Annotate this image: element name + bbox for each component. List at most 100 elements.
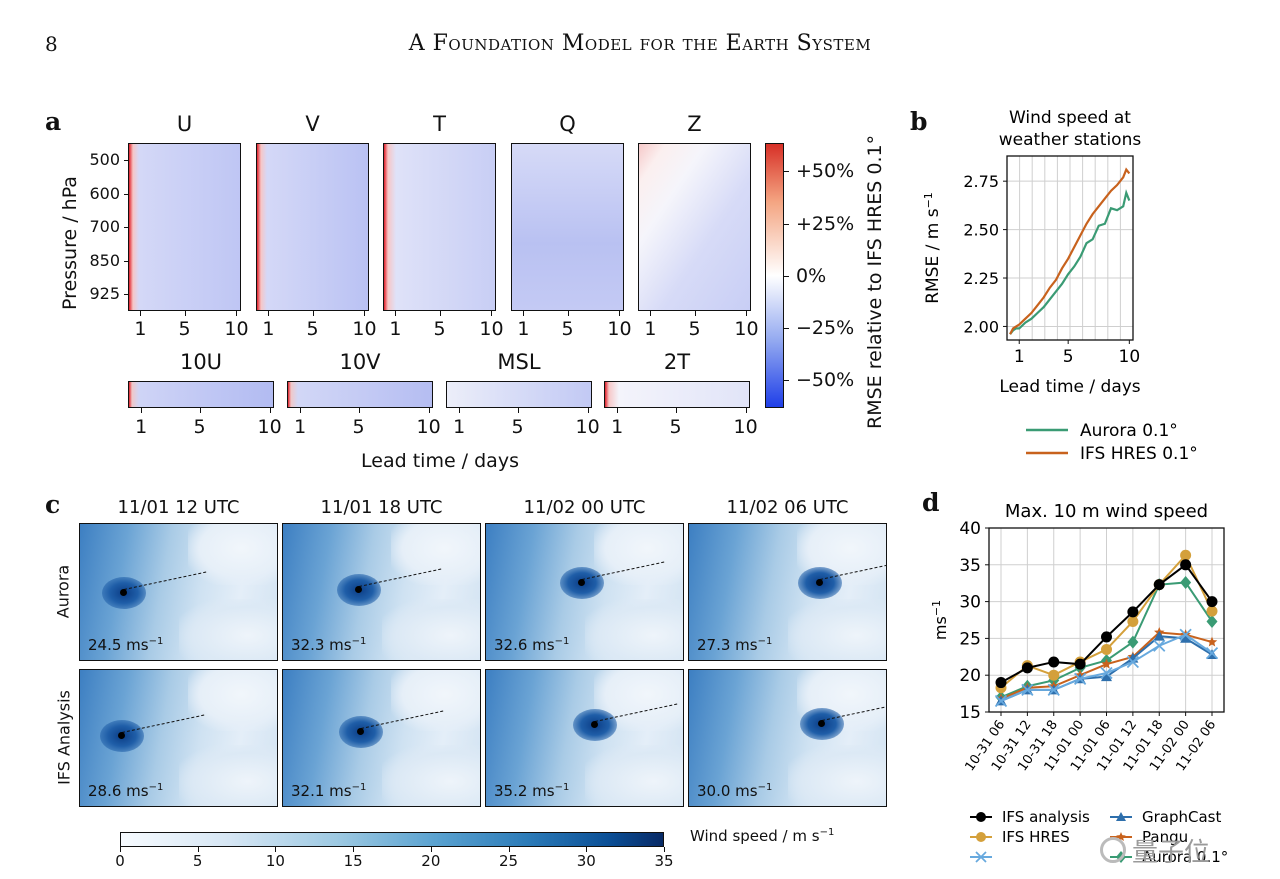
wind-speed-map: 30.0 ms−1: [688, 669, 887, 807]
panel-b-letter: b: [910, 107, 928, 136]
wind-speed-map: 27.3 ms−1: [688, 523, 887, 661]
colorbar-a-tick-mark: [784, 224, 789, 225]
lead-tick-label: 5: [511, 416, 524, 438]
lead-tick-mark: [439, 311, 441, 316]
wind-speed-colorbar-tick-mark: [197, 847, 199, 852]
lead-tick-label: 5: [193, 416, 206, 438]
storm-center-marker: [119, 589, 127, 596]
data-point: [1101, 643, 1112, 655]
lead-tick-mark: [312, 311, 314, 316]
pressure-tick-label: 700: [89, 217, 120, 236]
data-point: [1206, 636, 1218, 647]
lead-tick-mark: [268, 311, 270, 316]
ylabel-exp: −1: [922, 192, 935, 208]
data-point-stroke: [1047, 683, 1060, 697]
lead-tick-label: 10: [733, 416, 758, 438]
data-point: [1074, 658, 1086, 670]
pressure-tick-label: 850: [89, 251, 120, 270]
map-speed-value: 35.2 ms: [494, 782, 555, 800]
wind-speed-colorbar-tick-label: 20: [421, 852, 441, 870]
lead-tick-label: 1: [294, 416, 307, 438]
map-speed-label: 28.6 ms−1: [88, 782, 163, 800]
map-row-label: IFS Analysis: [54, 690, 74, 785]
lead-tick-mark: [141, 408, 143, 413]
x-tick-label: 10: [1119, 347, 1141, 367]
land-region: [381, 598, 480, 660]
lead-tick-label: 5: [352, 416, 365, 438]
y-tick-label: 20: [959, 666, 981, 686]
map-speed-label: 35.2 ms−1: [494, 782, 569, 800]
map-speed-value: 30.0 ms: [697, 782, 758, 800]
chart-b-title-line2: weather stations: [999, 130, 1142, 150]
pressure-axis-label: Pressure / hPa: [59, 176, 81, 310]
chart-b-title-line1: Wind speed at: [1009, 108, 1131, 128]
heatmap-10v: [287, 381, 433, 408]
lead-tick-label: 1: [644, 318, 657, 340]
data-point: [1047, 683, 1060, 697]
data-point: [1153, 630, 1165, 641]
legend-label: Aurora 0.1°: [1080, 421, 1178, 441]
heatmap-t: [383, 143, 496, 311]
map-speed-value: 28.6 ms: [88, 782, 149, 800]
storm-center-marker: [816, 579, 824, 587]
wind-speed-colorbar-label: Wind speed / m s−1: [690, 827, 835, 845]
map-time-label: 11/01 18 UTC: [320, 497, 443, 518]
wind-speed-colorbar-tick-label: 0: [115, 852, 125, 870]
data-point-stroke: [1205, 646, 1219, 660]
map-speed-value: 32.3 ms: [291, 636, 352, 654]
data-point: [1180, 575, 1192, 589]
data-point-stroke: [1153, 639, 1166, 652]
legend-swatch-marker: [975, 851, 987, 863]
wind-speed-map: 35.2 ms−1: [485, 669, 684, 807]
legend-swatch-marker: [976, 832, 986, 842]
ylabel-exp: −1: [930, 600, 943, 616]
y-tick-label: 35: [959, 556, 981, 576]
legend-label: GraphCast: [1142, 808, 1221, 826]
lead-tick-mark: [617, 408, 619, 413]
wind-speed-colorbar-tick-label: 5: [192, 852, 203, 870]
map-speed-unit-exp: −1: [148, 636, 164, 647]
lead-tick-mark: [745, 408, 747, 413]
lead-tick-label: 5: [306, 318, 319, 340]
wind-speed-map: 32.6 ms−1: [485, 523, 684, 661]
data-point: [994, 694, 1008, 708]
colorbar-a-label: RMSE relative to IFS HRES 0.1°: [864, 134, 886, 429]
data-point: [1100, 666, 1113, 680]
heatmap-u: [128, 143, 241, 311]
y-tick-label: 25: [959, 629, 981, 649]
page-number: 8: [45, 32, 58, 56]
data-point: [1206, 596, 1218, 608]
lead-tick-label: 10: [257, 416, 282, 438]
pressure-tick-label: 925: [89, 284, 120, 303]
colorbar-a-tick-label: +25%: [796, 213, 855, 235]
data-point: [1073, 672, 1087, 686]
data-point: [1127, 606, 1139, 618]
heatmap-title-u: U: [176, 112, 193, 136]
y-tick-label: 15: [959, 703, 981, 723]
lead-tick-mark: [364, 311, 366, 316]
map-speed-value: 32.1 ms: [291, 782, 352, 800]
legend-label: IFS HRES: [1002, 828, 1070, 846]
y-tick-label: 40: [959, 519, 981, 539]
lead-tick-label: 5: [178, 318, 191, 340]
land-region: [391, 524, 480, 586]
pressure-tick-mark: [124, 160, 128, 161]
lead-tick-label: 10: [479, 318, 504, 340]
lead-tick-label: 5: [561, 318, 574, 340]
wind-speed-map: 28.6 ms−1: [79, 669, 278, 807]
chart-b-xlabel: Lead time / days: [999, 377, 1140, 397]
colorbar-a-tick-mark: [784, 380, 789, 381]
panel-c-letter: c: [45, 490, 61, 519]
storm-center-marker: [577, 579, 585, 587]
colorbar-a-tick-mark: [784, 328, 789, 329]
wind-speed-colorbar-tick-mark: [664, 847, 665, 852]
data-point: [1021, 662, 1033, 674]
data-point: [1048, 656, 1060, 668]
watermark-logo-icon: [1100, 837, 1126, 863]
lead-tick-label: 1: [611, 416, 624, 438]
map-row-label: Aurora: [53, 564, 73, 619]
data-point-stroke: [1126, 655, 1140, 669]
y-tick-label: 30: [959, 593, 981, 613]
map-speed-label: 32.1 ms−1: [291, 782, 366, 800]
map-speed-label: 32.3 ms−1: [291, 636, 366, 654]
